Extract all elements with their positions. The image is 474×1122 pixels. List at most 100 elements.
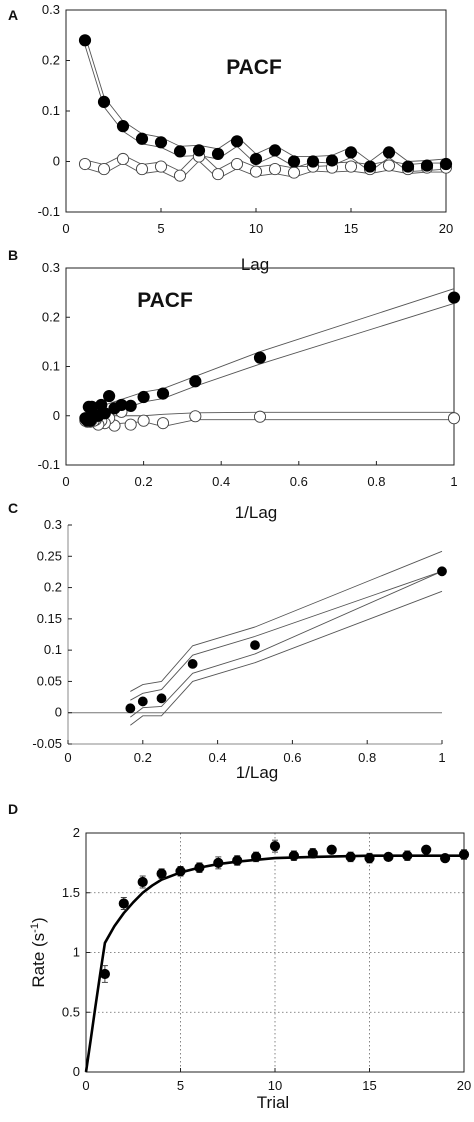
panel-d-series-0-point	[440, 852, 451, 864]
panel-a-series-0-point	[78, 34, 92, 47]
panel-d-y-axis-label: Rate (s-1)	[29, 917, 48, 987]
panel-a-series-0-point	[211, 147, 225, 161]
panel-c-x-tick-label: 0.2	[134, 750, 152, 765]
panel-a-x-tick-label: 5	[157, 221, 164, 236]
panel-d-series-0-point	[232, 855, 243, 866]
panel-c-y-tick-label: 0.15	[37, 611, 62, 626]
panel-c-band-1-upper	[130, 570, 443, 701]
panel-d-y-tick-label: 1	[73, 945, 80, 960]
panel-b-series-0-point	[447, 291, 461, 304]
panel-d-series-0-point	[213, 857, 224, 868]
panel-a-y-tick-label: 0.3	[42, 2, 60, 17]
panel-a-series-0-point	[325, 154, 339, 167]
panel-a-x-tick-label: 0	[62, 221, 69, 236]
panel-a-x-axis-label: Lag	[241, 255, 269, 274]
panel-c-x-tick-label: 0	[64, 750, 71, 765]
panel-d-x-tick-label: 0	[82, 1078, 89, 1093]
panel-d-series-0-point	[269, 841, 281, 852]
panel-b-band-1-upper	[85, 411, 454, 417]
panel-b-x-tick-label: 0.6	[290, 474, 308, 489]
panel-d-series-0-point	[156, 868, 167, 879]
panel-a-series-0-point	[97, 95, 111, 109]
panel-c-x-tick-label: 0.8	[358, 750, 376, 765]
panel-a-series-0-point	[173, 145, 187, 158]
panel-a-series-0-point	[420, 159, 434, 172]
panel-a-series-0-point	[287, 155, 301, 168]
panel-c-series-0-point	[187, 659, 198, 669]
panel-c-y-tick-label: 0.25	[37, 548, 62, 563]
panel-d-series-0-point	[175, 866, 186, 877]
panel-d-x-tick-label: 10	[268, 1078, 282, 1093]
panel-c-series-0-point	[437, 566, 447, 577]
panel-d-series-0-point	[364, 852, 375, 864]
panel-b-title: PACF	[137, 289, 193, 312]
panel-d-series-0-point	[99, 968, 111, 980]
panel-b-series-1-point	[137, 414, 150, 427]
panel-c-y-tick-label: 0.3	[44, 517, 62, 532]
panel-b-y-tick-label: 0.2	[42, 309, 60, 324]
panel-d-letter: D	[8, 801, 18, 817]
panel-c-x-tick-label: 1	[438, 750, 445, 765]
panel-d-series-0-point	[251, 851, 262, 863]
y-axis-label-text: Rate (s	[29, 933, 48, 988]
panel-d-y-tick-label: 0.5	[62, 1004, 80, 1019]
panel-a-y-tick-label: 0.1	[42, 103, 60, 118]
panel-a-title: PACF	[226, 56, 282, 79]
panel-d-series-0-point	[402, 850, 413, 861]
panel-b-x-axis-label: 1/Lag	[235, 503, 278, 522]
panel-c-x-tick-label: 0.6	[283, 750, 301, 765]
panel-b-series-0-point	[189, 375, 202, 388]
panel-c-x-axis-label: 1/Lag	[236, 763, 279, 782]
panel-b-series-1-point	[447, 412, 461, 425]
panel-d-series-0-point	[118, 898, 129, 909]
panel-c-band-1-lower	[130, 570, 443, 718]
panel-b-x-tick-label: 0	[62, 474, 69, 489]
panel-b-series-1-point	[189, 410, 202, 423]
panel-a-series-0-point	[135, 132, 149, 145]
panel-c-letter: C	[8, 500, 18, 516]
panel-d-y-tick-label: 1.5	[62, 885, 80, 900]
panel-d-x-tick-label: 5	[177, 1078, 184, 1093]
panel-d-series-0-point	[421, 844, 432, 855]
panel-a-series-1-point	[268, 163, 282, 176]
panel-a-series-1-point	[230, 157, 244, 171]
panel-d-x-tick-label: 15	[362, 1078, 376, 1093]
panel-a-series-1-point	[78, 157, 92, 171]
panel-a-series-1-point	[173, 169, 187, 182]
panel-d-y-tick-label: 2	[73, 825, 80, 840]
panel-b-letter: B	[8, 247, 18, 263]
y-axis-label-end: )	[29, 917, 48, 923]
panel-d-series-0-point	[326, 844, 337, 855]
panel-b-band-0-lower	[85, 303, 455, 427]
panel-a-series-0-point	[154, 136, 168, 149]
panel-b-series-0-point	[103, 389, 116, 403]
panel-a-y-tick-label: -0.1	[38, 204, 60, 219]
panel-d-y-tick-label: 0	[73, 1064, 80, 1079]
panel-a-series-1-point	[249, 165, 263, 178]
panel-a-series-1-point	[135, 163, 149, 176]
y-axis-label-exponent: -1	[29, 923, 41, 933]
panel-c-series-0-point	[156, 693, 167, 704]
panel-b-series-0-point	[79, 412, 92, 425]
panel-d-series-0-point	[137, 876, 148, 888]
panel-c-y-tick-label: -0.05	[32, 736, 62, 751]
panel-a-x-tick-label: 15	[344, 221, 358, 236]
panel-a-series-1-point	[344, 160, 358, 173]
panel-a-series-1-point	[154, 160, 168, 173]
panel-c-band-0-upper	[130, 550, 443, 692]
panel-c-band-0-lower	[130, 590, 443, 726]
panel-b-series-0-point	[108, 402, 121, 415]
panel-d-series-0-point	[345, 851, 356, 863]
panel-a-y-tick-label: 0.2	[42, 53, 60, 68]
panel-a-series-1-point	[97, 163, 111, 176]
panel-b-series-0-point	[156, 387, 170, 400]
panel-b-y-tick-label: 0	[53, 408, 60, 423]
panel-c-y-tick-label: 0.1	[44, 642, 62, 657]
panel-b-x-tick-label: 0.2	[135, 474, 153, 489]
panel-b-series-1-point	[253, 410, 267, 423]
panel-b-series-1-point	[124, 418, 137, 431]
panel-a-series-0-point	[382, 146, 396, 159]
panel-b-series-1-point	[156, 417, 170, 430]
panel-a-x-tick-label: 20	[439, 221, 453, 236]
